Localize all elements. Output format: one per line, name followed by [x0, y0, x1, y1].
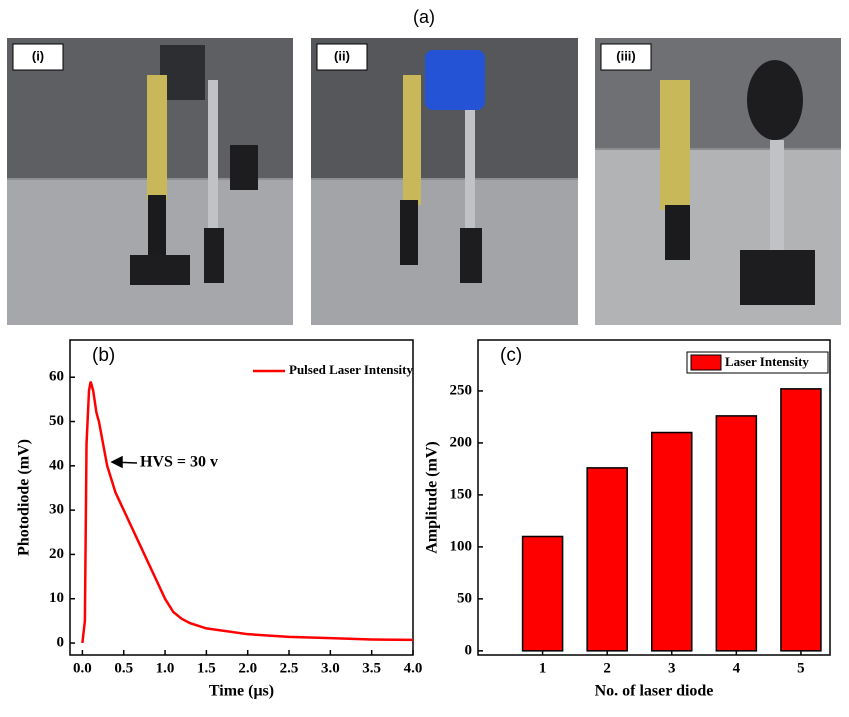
photo: (ii)	[311, 38, 578, 325]
photo: (iii)	[595, 38, 841, 325]
annotation-arrow	[110, 455, 138, 469]
x-tick-label: 1.0	[156, 660, 175, 676]
x-tick-label: 4.0	[404, 660, 423, 676]
bar	[715, 415, 758, 652]
x-tick-label: 4	[733, 660, 741, 676]
y-tick-label: 60	[49, 369, 64, 385]
plot-frame	[477, 339, 831, 656]
legend-swatch	[690, 354, 722, 371]
y-tick-label: 10	[49, 590, 64, 606]
photo-label: (iii)	[616, 48, 636, 63]
y-axis-label: Photodiode (mV)	[16, 439, 33, 556]
legend-label: Laser Intensity	[725, 354, 809, 369]
panel-label: (b)	[92, 345, 115, 366]
y-tick-label: 0	[465, 642, 473, 658]
y-tick-label: 50	[49, 413, 64, 429]
y-tick-label: 20	[49, 546, 64, 562]
y-tick-label: 150	[450, 486, 473, 502]
y-axis-label: Amplitude (mV)	[424, 441, 441, 553]
bar	[780, 388, 822, 652]
x-tick-label: 2	[603, 660, 611, 676]
x-tick-label: 3.0	[321, 660, 340, 676]
annotation: HVS = 30 v	[140, 454, 218, 471]
x-tick-label: 2.5	[280, 660, 299, 676]
y-tick-label: 0	[57, 634, 65, 650]
x-axis-label: No. of laser diode	[595, 683, 714, 700]
x-tick-label: 0.5	[114, 660, 133, 676]
legend-box	[686, 351, 829, 374]
y-tick-label: 200	[450, 434, 473, 450]
x-tick-label: 1.5	[197, 660, 216, 676]
plot-frame	[69, 339, 414, 656]
photo-label: (i)	[32, 48, 44, 63]
photo-label: (ii)	[334, 48, 350, 63]
y-tick-label: 30	[49, 502, 64, 518]
bar	[650, 431, 693, 652]
x-tick-label: 1	[539, 660, 547, 676]
bar	[521, 535, 564, 652]
x-axis-label: Time (μs)	[209, 683, 274, 700]
y-tick-label: 50	[457, 590, 472, 606]
x-tick-label: 5	[797, 660, 805, 676]
x-tick-label: 0.0	[73, 660, 92, 676]
panel-label: (c)	[500, 345, 522, 366]
figure-label: (a)	[413, 7, 435, 27]
bar	[586, 467, 628, 652]
x-tick-label: 3	[668, 660, 676, 676]
x-tick-label: 3.5	[362, 660, 381, 676]
y-tick-label: 40	[49, 457, 64, 473]
data-line	[81, 381, 414, 644]
x-tick-label: 2.0	[238, 660, 257, 676]
y-tick-label: 100	[450, 538, 473, 554]
y-tick-label: 250	[450, 382, 473, 398]
legend-label: Pulsed Laser Intensity	[289, 362, 413, 377]
photo: (i)	[7, 38, 293, 325]
